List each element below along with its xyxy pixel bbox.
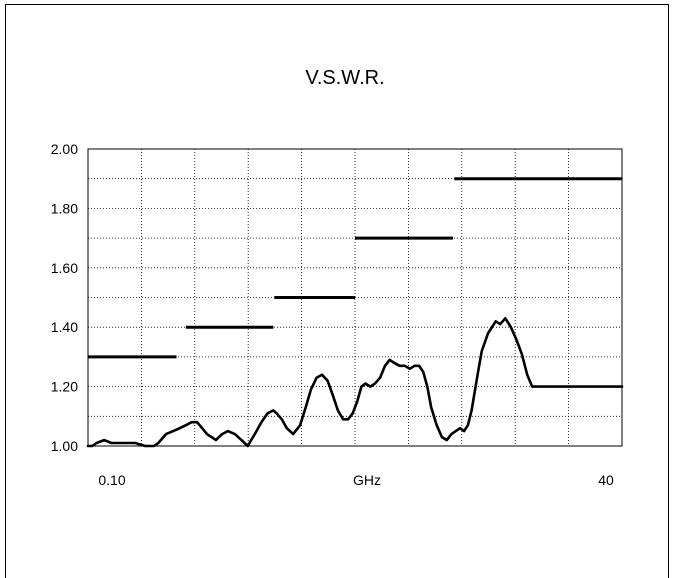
y-tick-label: 1.40: [51, 319, 78, 335]
y-tick-label: 1.80: [51, 200, 78, 216]
plot-area: [87, 148, 623, 447]
x-tick-label: 40: [598, 472, 614, 488]
x-tick-label: 0.10: [98, 472, 125, 488]
vswr-measured-line: [86, 316, 624, 448]
series-layer: [86, 177, 624, 448]
y-tick-label: 1.20: [51, 379, 78, 395]
y-tick-label: 1.60: [51, 260, 78, 276]
y-tick-label: 2.00: [51, 141, 78, 157]
x-tick-labels: 0.10 40: [98, 472, 614, 488]
chart-frame: [5, 4, 669, 578]
y-tick-labels: 2.00 1.80 1.60 1.40 1.20 1.00: [51, 141, 78, 454]
y-tick-label: 1.00: [51, 438, 78, 454]
chart-title: V.S.W.R.: [305, 67, 384, 89]
x-axis-label: GHz: [353, 472, 381, 488]
